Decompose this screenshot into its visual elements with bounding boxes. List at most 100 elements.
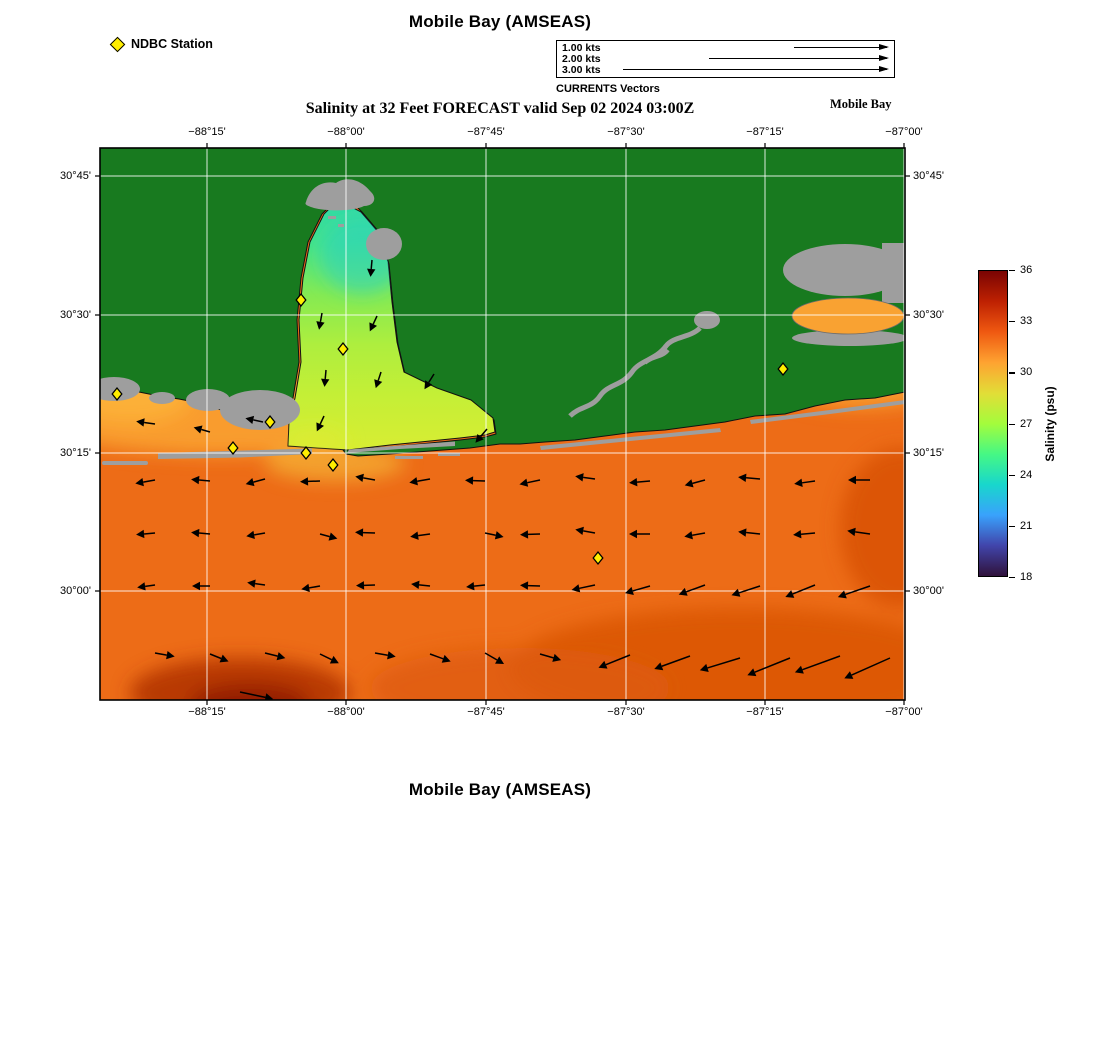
forecast-subtitle: Salinity at 32 Feet FORECAST valid Sep 0… [305,100,695,117]
bottom-title: Mobile Bay (AMSEAS) [408,780,592,799]
ndbc-station-marker [777,361,789,377]
current-vector-arrow [678,584,706,596]
current-vector-arrow [794,655,841,674]
petit-bois-island [102,461,148,465]
colorbar-tick [1009,474,1015,476]
current-vector-arrow [747,657,791,677]
current-vector-arrow [519,478,541,487]
vector-legend-row: 3.00 kts [562,65,889,75]
ndbc-legend: NDBC Station [109,36,213,52]
current-vector-arrow [301,583,321,593]
colorbar-tick-label: 33 [1020,315,1033,328]
northeast-marsh [792,330,905,346]
ndbc-station-marker [227,440,239,456]
lon-tick-label: −88°00' [327,126,365,138]
sound-islet [438,453,460,456]
bay-mouth-patch [288,428,347,450]
ndbc-station-marker [337,341,349,357]
ndbc-station-marker [327,457,339,473]
current-vector-arrow [465,476,486,485]
colorbar-tick [1009,321,1015,323]
colorbar-tick-label: 30 [1020,366,1033,379]
current-vectors-layer [135,259,891,700]
vector-legend-label: 1.00 kts [562,41,601,54]
current-vector-arrow [684,479,706,488]
current-vector-arrow [654,655,691,671]
lon-tick-label: −88°15' [188,126,226,138]
lon-tick-label: −87°45' [467,126,505,138]
colorbar-tick [1009,577,1015,579]
currents-vectors-caption: CURRENTS Vectors [556,83,660,95]
perdido-river [568,326,702,418]
salinity-map [95,143,910,705]
lat-tick-label: 30°45' [913,170,944,182]
current-vector-arrow [264,652,286,661]
lon-tick-label: −88°00' [327,706,365,718]
northeast-marsh [882,243,905,303]
colorbar-gradient [978,270,1008,577]
lat-tick-label: 30°00' [60,585,91,597]
perdido-river-branch [643,348,670,365]
current-vector-arrow [136,529,156,539]
colorbar-tick [1009,525,1015,528]
vector-arrow-icon [623,65,889,72]
current-vector-arrow [484,652,505,664]
current-vector-arrow [355,528,376,537]
current-vector-arrow [466,581,486,591]
colorbar-tick-label: 18 [1020,571,1033,583]
current-vector-arrow [409,477,431,486]
current-vector-arrow [137,582,156,591]
current-vector-arrow [355,473,376,483]
current-vector-arrow [411,580,431,590]
vector-legend-row: 2.00 kts [562,54,889,64]
lon-tick-label: −87°45' [467,706,505,718]
current-vector-arrow [629,477,651,487]
colorbar-tick [1009,423,1015,425]
current-vector-arrow [321,369,330,387]
current-vector-arrow [247,579,266,588]
ndbc-diamond-icon [109,36,126,52]
current-vector-arrow [300,477,321,486]
current-vector-arrow [424,373,435,390]
current-vector-arrow [793,530,816,539]
colorbar-tick-label: 27 [1020,417,1033,430]
lat-tick-label: 30°45' [60,170,91,182]
current-vector-arrow [367,259,376,277]
region-label: Mobile Bay [830,97,892,111]
lat-tick-label: 30°15' [60,447,91,459]
ndbc-station-marker [300,445,312,461]
current-vector-arrow [738,528,761,537]
colorbar-tick [1009,372,1015,374]
current-vector-arrow [245,415,264,425]
current-vector-arrow [785,584,816,598]
current-vector-arrow [625,585,651,595]
lon-tick-label: −87°15' [746,126,784,138]
current-vector-arrow [374,371,383,389]
current-vector-arrow [246,530,266,540]
current-vector-arrow [520,530,541,539]
current-vector-arrow [193,425,211,434]
colorbar-title: Salinity (psu) [1043,386,1057,462]
dauphin-island [158,448,312,459]
delta-islet [328,216,336,219]
vector-legend-label: 3.00 kts [562,63,601,76]
east-barrier-strip [540,428,721,450]
vector-legend-label: 2.00 kts [562,52,601,65]
sound-islet [395,456,423,459]
east-barrier-strip [750,400,905,424]
current-vector-arrow [575,526,596,536]
current-vector-arrow [191,475,211,485]
map-area: −88°15' −88°15' −88°00' −88°00' −87°45' −87°4… [60,126,944,718]
vector-arrow-icon [709,54,889,61]
perdido-river-head [694,311,720,329]
page-title: Mobile Bay (AMSEAS) [408,12,592,31]
ndbc-station-marker [592,550,604,566]
current-vector-arrow [848,475,870,485]
current-vector-arrow [575,473,596,482]
colorbar-tick [1009,270,1015,272]
west-coastal-marsh [186,389,230,411]
lat-tick-label: 30°30' [60,309,91,321]
current-vector-arrow [374,651,396,660]
current-vector-arrow [684,531,706,540]
lon-tick-label: −87°00' [885,706,923,718]
